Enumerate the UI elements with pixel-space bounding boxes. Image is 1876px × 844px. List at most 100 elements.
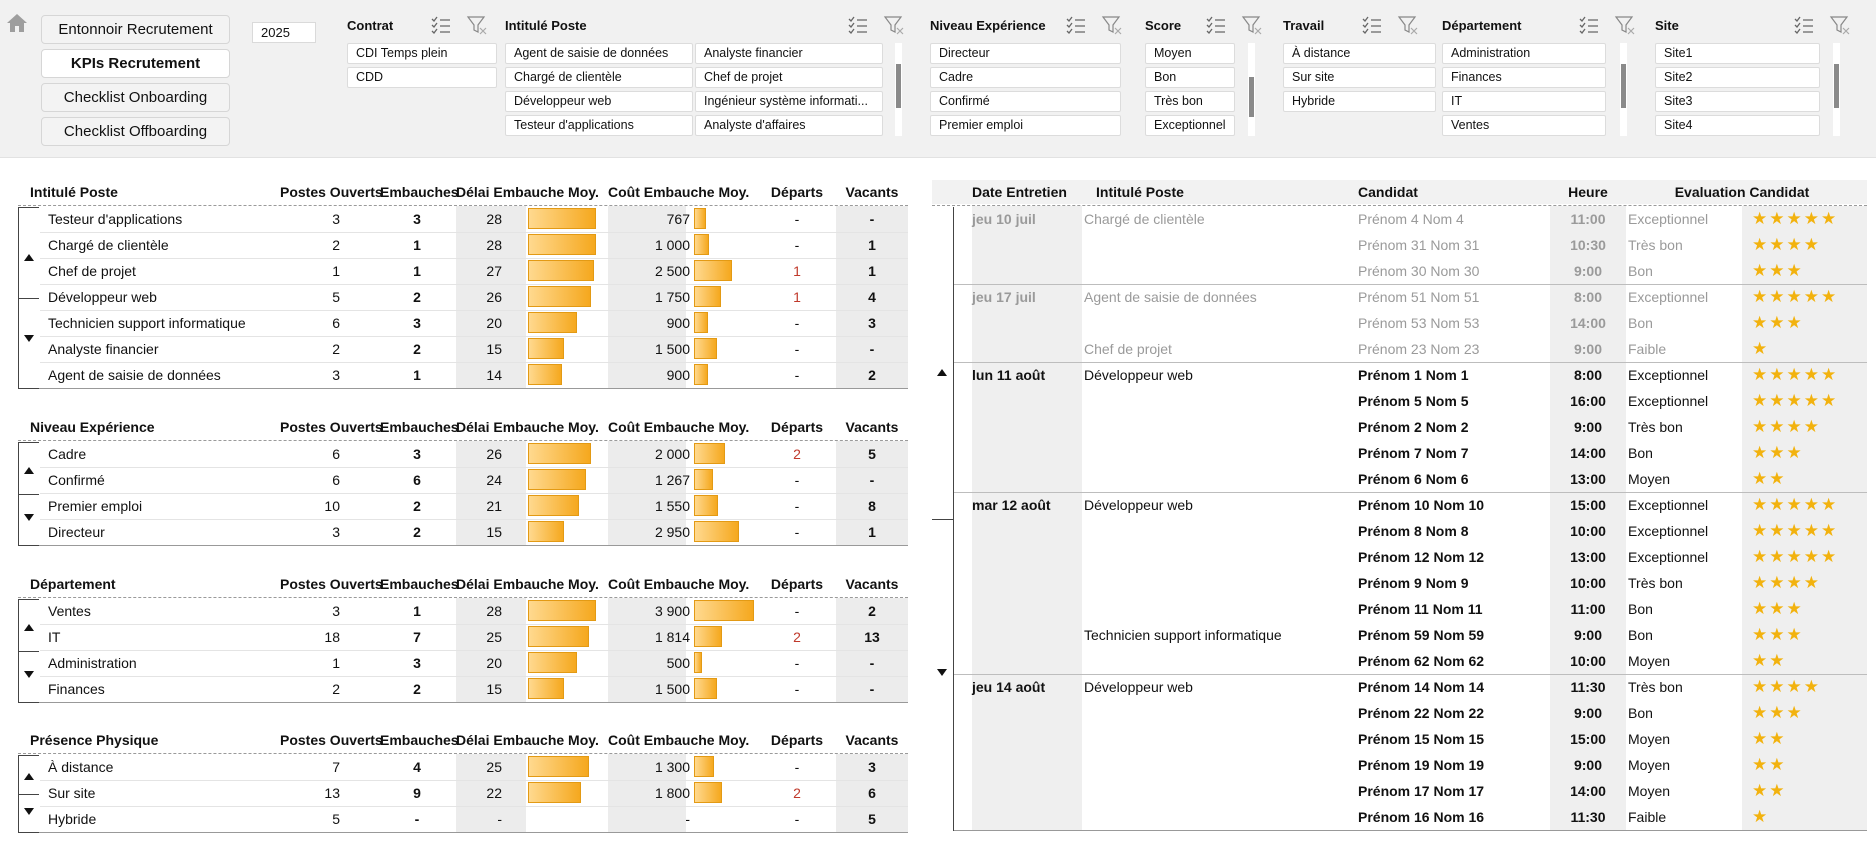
- clear-filter-icon[interactable]: [1241, 15, 1263, 35]
- interview-scroll-control[interactable]: [932, 207, 954, 831]
- slicer-item-niveau[interactable]: Premier emploi: [930, 115, 1121, 136]
- clear-filter-icon[interactable]: [1614, 15, 1636, 35]
- vacants-value: -: [869, 341, 875, 357]
- slicer-item-niveau[interactable]: Directeur: [930, 43, 1121, 64]
- cout-bar: [694, 521, 739, 542]
- embauches-value: 2: [413, 681, 421, 697]
- slicer-item-intitule[interactable]: Testeur d'applications: [505, 115, 693, 136]
- vacants-value: -: [869, 472, 875, 488]
- slicer-item-niveau[interactable]: Confirmé: [930, 91, 1121, 112]
- delai-bar: [528, 364, 562, 385]
- slicer-item-site[interactable]: Site3: [1655, 91, 1820, 112]
- row-label: Premier emploi: [48, 498, 143, 514]
- slicer-item-intitule[interactable]: Chef de projet: [695, 67, 883, 88]
- nav-button-entonnoir[interactable]: Entonnoir Recrutement: [41, 15, 230, 44]
- slicer-item-contrat[interactable]: CDD: [347, 67, 497, 88]
- scroll-up-icon[interactable]: [24, 772, 34, 780]
- scroll-up-icon[interactable]: [24, 253, 34, 261]
- header-embauches: Embauches: [380, 576, 459, 592]
- nav-button-kpis[interactable]: KPIs Recrutement: [41, 49, 230, 78]
- interview-poste: [1084, 752, 1344, 778]
- clear-filter-icon[interactable]: [1397, 15, 1419, 35]
- slicer-item-site[interactable]: Site4: [1655, 115, 1820, 136]
- slicer-item-departement[interactable]: Administration: [1442, 43, 1606, 64]
- multi-select-icon[interactable]: [1578, 15, 1600, 35]
- slicer-item-travail[interactable]: Hybride: [1283, 91, 1436, 112]
- clear-filter-icon[interactable]: [466, 15, 488, 35]
- slicer-scrollbar-intitule[interactable]: [895, 43, 902, 136]
- slicer-item-departement[interactable]: Finances: [1442, 67, 1606, 88]
- multi-select-icon[interactable]: [1361, 15, 1383, 35]
- scroll-up-icon[interactable]: [24, 467, 34, 475]
- slicer-item-intitule[interactable]: Chargé de clientèle: [505, 67, 693, 88]
- slicer-item-travail[interactable]: Sur site: [1283, 67, 1436, 88]
- slicer-item-site[interactable]: Site2: [1655, 67, 1820, 88]
- nav-button-offboarding[interactable]: Checklist Offboarding: [41, 117, 230, 146]
- slicer-scrollbar-site[interactable]: [1833, 43, 1840, 136]
- slicer-scrollbar-score[interactable]: [1248, 43, 1255, 136]
- scrollbar-thumb[interactable]: [1249, 77, 1254, 117]
- slicer-item-travail[interactable]: À distance: [1283, 43, 1436, 64]
- slicer-item-contrat[interactable]: CDI Temps plein: [347, 43, 497, 64]
- slicer-item-intitule[interactable]: Ingénieur système informati...: [695, 91, 883, 112]
- embauches-value: 2: [413, 524, 421, 540]
- delai-value: 26: [486, 446, 502, 462]
- slicer-item-intitule[interactable]: Agent de saisie de données: [505, 43, 693, 64]
- postes-ouverts-value: 2: [332, 341, 340, 357]
- scroll-up-icon[interactable]: [24, 624, 34, 632]
- slicer-item-site[interactable]: Site1: [1655, 43, 1820, 64]
- cout-value: 1 750: [654, 289, 690, 305]
- interview-poste: Technicien support informatique: [1084, 627, 1282, 643]
- scrollbar-thumb[interactable]: [896, 64, 901, 108]
- slicer-scrollbar-departement[interactable]: [1620, 43, 1627, 136]
- scrollbar-thumb[interactable]: [1834, 64, 1839, 108]
- interview-candidat: Prénom 2 Nom 2: [1358, 419, 1469, 435]
- cout-bar: [694, 260, 732, 281]
- table-bottom-line: [18, 832, 908, 833]
- slicer-item-departement[interactable]: IT: [1442, 91, 1606, 112]
- scroll-up-icon[interactable]: [937, 369, 947, 377]
- interview-evaluation: Très bon: [1628, 575, 1683, 591]
- multi-select-icon[interactable]: [1065, 15, 1087, 35]
- postes-ouverts-value: 5: [332, 289, 340, 305]
- header-cout: Coût Embauche Moy.: [608, 419, 750, 435]
- scroll-down-icon[interactable]: [24, 808, 34, 816]
- nav-button-onboarding[interactable]: Checklist Onboarding: [41, 83, 230, 112]
- multi-select-icon[interactable]: [430, 15, 452, 35]
- table-scroll-control[interactable]: [18, 442, 40, 546]
- slicer-item-score[interactable]: Très bon: [1145, 91, 1235, 112]
- scroll-down-icon[interactable]: [24, 670, 34, 678]
- multi-select-icon[interactable]: [1205, 15, 1227, 35]
- slicer-item-niveau[interactable]: Cadre: [930, 67, 1121, 88]
- slicer-item-score[interactable]: Bon: [1145, 67, 1235, 88]
- slicer-item-intitule[interactable]: Analyste financier: [695, 43, 883, 64]
- slicer-item-intitule[interactable]: Développeur web: [505, 91, 693, 112]
- interview-evaluation: Bon: [1628, 627, 1653, 643]
- header-postes-ouverts: Postes Ouverts: [280, 576, 383, 592]
- clear-filter-icon[interactable]: [1829, 15, 1851, 35]
- clear-filter-icon[interactable]: [1101, 15, 1123, 35]
- table-scroll-control[interactable]: [18, 207, 40, 389]
- multi-select-icon[interactable]: [847, 15, 869, 35]
- interview-candidat: Prénom 31 Nom 31: [1358, 237, 1480, 253]
- slicer-item-score[interactable]: Exceptionnel: [1145, 115, 1235, 136]
- scroll-down-icon[interactable]: [24, 513, 34, 521]
- postes-ouverts-value: 1: [332, 263, 340, 279]
- scrollbar-thumb[interactable]: [1621, 64, 1626, 108]
- clear-filter-icon[interactable]: [883, 15, 905, 35]
- multi-select-icon[interactable]: [1793, 15, 1815, 35]
- slicer-item-score[interactable]: Moyen: [1145, 43, 1235, 64]
- column-shade: [456, 206, 526, 388]
- scroll-down-icon[interactable]: [937, 668, 947, 676]
- home-icon[interactable]: [6, 12, 28, 34]
- scroll-down-icon[interactable]: [24, 335, 34, 343]
- slicer-item-departement[interactable]: Ventes: [1442, 115, 1606, 136]
- slicer-item-intitule[interactable]: Analyste d'affaires: [695, 115, 883, 136]
- departs-value: -: [794, 811, 800, 827]
- row-label: Testeur d'applications: [48, 211, 183, 227]
- table-scroll-control[interactable]: [18, 755, 40, 833]
- year-input[interactable]: 2025: [252, 22, 316, 43]
- cout-value: 2 500: [654, 263, 690, 279]
- table-scroll-control[interactable]: [18, 599, 40, 703]
- embauches-value: 6: [413, 472, 421, 488]
